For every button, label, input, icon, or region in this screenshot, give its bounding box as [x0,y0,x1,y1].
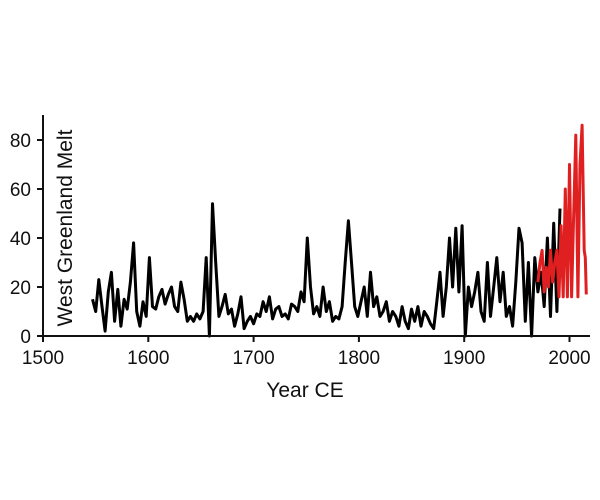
y-tick-label: 40 [10,229,31,250]
x-tick-label: 1500 [22,348,64,369]
x-tick-label: 1600 [127,348,169,369]
x-axis-title: Year CE [266,379,343,402]
axis-ticks: 1500 1600 1700 1800 1900 2000 0 20 40 60 80 [10,131,591,369]
y-tick-label: 0 [20,327,31,348]
series-line-reconstruction [91,202,562,338]
y-tick-label: 60 [10,180,31,201]
series-line-observations [536,123,588,299]
series-lines [91,123,588,338]
y-axis-title: West Greenland Melt [54,129,77,326]
y-tick-label: 20 [10,278,31,299]
x-tick-label: 1700 [232,348,274,369]
y-tick-label: 80 [10,131,31,152]
x-tick-label: 2000 [548,348,590,369]
x-tick-label: 1900 [443,348,485,369]
x-tick-label: 1800 [338,348,380,369]
